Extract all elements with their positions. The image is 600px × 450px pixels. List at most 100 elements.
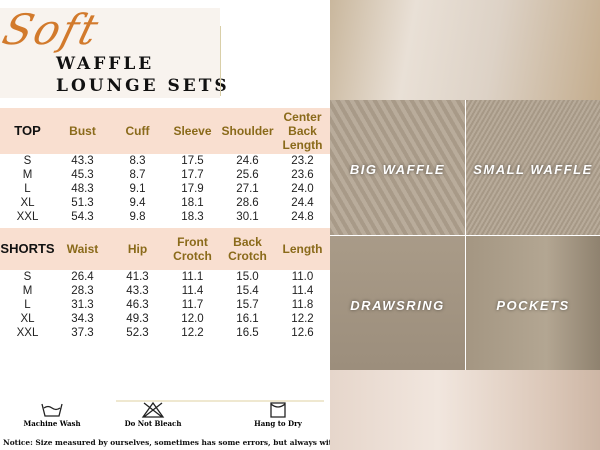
table-cell: 52.3 [126,327,149,339]
table-cell: 34.3 [71,313,94,325]
big-waffle-photo: BIG WAFFLE [330,100,465,235]
table-cell: 11.7 [181,299,204,311]
column-header: Waist [55,228,110,270]
table-cell: 49.3 [126,313,149,325]
table-cell: 23.2 [291,155,314,167]
column-header: Length [275,228,330,270]
header-row: SHORTS Waist Hip Front Crotch Back Crotch Len… [0,228,330,270]
table-cell: 11.8 [291,299,314,311]
model-top-photo [330,0,600,100]
table-row: L 31.3 46.3 11.7 15.7 11.8 [0,298,330,312]
table-row: XXL 37.3 52.3 12.2 16.5 12.6 [0,326,330,340]
hang-dry-icon [270,402,286,418]
care-do-not-bleach: Do Not Bleach [113,402,193,428]
table-cell: 24.4 [291,197,314,209]
top-size-table: TOP Bust Cuff Sleeve Shoulder Center Back Len… [0,108,330,224]
table-cell: 9.1 [129,183,146,195]
table-cell: 31.3 [71,299,94,311]
table-cell: 12.0 [181,313,204,325]
table-row: M 45.3 8.7 17.7 25.6 23.6 [0,168,330,182]
pockets-photo: POCKETS [466,236,600,370]
column-header: Bust [55,108,110,154]
table-cell: 43.3 [71,155,94,167]
table-row: XL 34.3 49.3 12.0 16.1 12.2 [0,312,330,326]
feature-label: POCKETS [496,298,570,313]
table-cell: XXL [16,327,39,339]
column-header: Front Crotch [165,228,220,270]
table-cell: 24.0 [291,183,314,195]
table-cell: XL [20,197,35,209]
table-cell: L [24,183,31,195]
table-cell: 15.7 [236,299,259,311]
small-waffle-photo: SMALL WAFFLE [466,100,600,235]
feature-label: BIG WAFFLE [349,162,446,177]
care-label: Machine Wash [23,419,81,428]
table-cell: 43.3 [126,285,149,297]
table-cell: 12.6 [291,327,314,339]
table-cell: M [22,285,33,297]
table-cell: 24.8 [291,211,314,223]
column-header: Shoulder [220,108,275,154]
table-cell: 48.3 [71,183,94,195]
table-row: S 43.3 8.3 17.5 24.6 23.2 [0,154,330,168]
table-cell: 15.0 [236,271,259,283]
table-cell: 46.3 [126,299,149,311]
table-row: S 26.4 41.3 11.1 15.0 11.0 [0,270,330,284]
care-label: Hang to Dry [254,419,302,428]
table-cell: 9.8 [129,211,146,223]
table-cell: 28.6 [236,197,259,209]
table-cell: 51.3 [71,197,94,209]
column-header: TOP [0,108,55,154]
table-cell: 24.6 [236,155,259,167]
table-cell: 15.4 [236,285,259,297]
table-cell: XL [20,313,35,325]
care-machine-wash: Machine Wash [12,402,92,428]
feature-label: SMALL WAFFLE [473,162,593,177]
table-cell: S [23,271,32,283]
table-row: XL 51.3 9.4 18.1 28.6 24.4 [0,196,330,210]
table-cell: 17.7 [181,169,204,181]
table-cell: 8.3 [129,155,146,167]
model-shorts-photo [330,370,600,450]
column-header: Back Crotch [220,228,275,270]
table-cell: M [22,169,33,181]
notice-text: Notice: Size measured by ourselves, some… [3,438,369,447]
shorts-size-table: SHORTS Waist Hip Front Crotch Back Crotch Len… [0,228,330,340]
table-row: L 48.3 9.1 17.9 27.1 24.0 [0,182,330,196]
table-cell: 25.6 [236,169,259,181]
table-cell: 12.2 [181,327,204,339]
table-cell: 18.3 [181,211,204,223]
title-box: Soft WAFFLE LOUNGE SETS [0,5,227,98]
table-cell: 16.1 [236,313,259,325]
column-header: Sleeve [165,108,220,154]
column-header: Cuff [110,108,165,154]
table-cell: 23.6 [291,169,314,181]
table-cell: S [23,155,32,167]
machine-wash-icon [41,403,63,417]
table-cell: 30.1 [236,211,259,223]
care-hang-to-dry: Hang to Dry [238,402,318,428]
divider [116,400,324,402]
divider [220,26,221,96]
drawstring-photo: DRAWSRING [330,236,465,370]
table-cell: XXL [16,211,39,223]
table-cell: 11.0 [291,271,314,283]
table-cell: 17.5 [181,155,204,167]
table-cell: 11.4 [291,285,314,297]
size-chart-panel: Soft WAFFLE LOUNGE SETS TOP Bust Cuff Sleev… [0,5,369,447]
do-not-bleach-icon [141,402,165,418]
title-line2: LOUNGE SETS [56,76,230,96]
column-header: Hip [110,228,165,270]
table-cell: L [24,299,31,311]
table-cell: 8.7 [129,169,146,181]
table-cell: 26.4 [71,271,94,283]
table-cell: 12.2 [291,313,314,325]
table-cell: 41.3 [126,271,149,283]
table-row: M 28.3 43.3 11.4 15.4 11.4 [0,284,330,298]
column-header: SHORTS [0,228,55,270]
table-cell: 54.3 [71,211,94,223]
table-cell: 11.1 [181,271,204,283]
column-header: Center Back Length [275,108,330,154]
title-line1: WAFFLE [56,54,155,74]
table-cell: 17.9 [181,183,204,195]
